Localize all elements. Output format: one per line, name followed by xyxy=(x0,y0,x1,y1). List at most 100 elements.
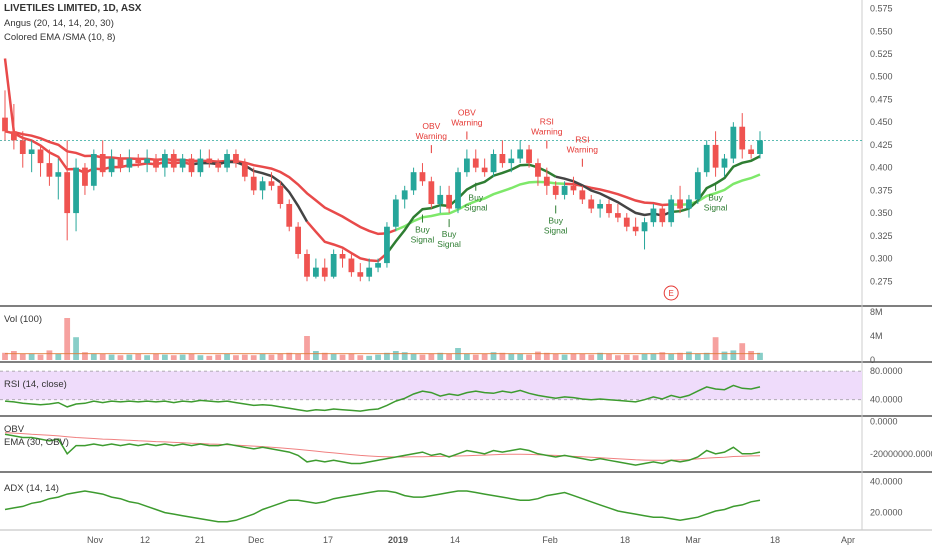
volume-bar xyxy=(632,355,639,360)
price-tick-label: 0.525 xyxy=(870,49,893,59)
candle-body xyxy=(597,204,604,209)
volume-bar xyxy=(561,354,568,360)
time-tick-label: 2019 xyxy=(388,535,408,545)
candle-body xyxy=(55,172,62,177)
candle-body xyxy=(588,199,595,209)
candle-body xyxy=(170,154,177,168)
earnings-marker-label: E xyxy=(669,289,674,298)
candle-body xyxy=(677,199,683,209)
candle-body xyxy=(197,158,204,173)
signal-label: Buy xyxy=(415,225,430,235)
candle-body xyxy=(330,254,337,277)
time-tick-label: Apr xyxy=(841,535,855,545)
volume-bar xyxy=(250,355,257,360)
volume-tick-label: 0 xyxy=(870,355,875,365)
candle-body xyxy=(428,181,435,204)
volume-bar xyxy=(606,354,612,360)
candle-body xyxy=(410,172,417,191)
price-tick-label: 0.350 xyxy=(870,208,893,218)
volume-bar xyxy=(712,337,719,360)
volume-bar xyxy=(55,354,62,360)
volume-bar xyxy=(357,355,364,360)
candle-body xyxy=(126,158,133,168)
volume-bar xyxy=(446,354,453,360)
price-tick-label: 0.400 xyxy=(870,163,893,173)
candle-body xyxy=(703,144,710,173)
volume-bar xyxy=(472,354,479,360)
signal-label: Warning xyxy=(416,131,448,141)
volume-bar xyxy=(543,352,550,360)
volume-bar xyxy=(366,355,373,360)
volume-bar xyxy=(570,353,577,360)
candle-body xyxy=(481,167,488,173)
signal-label: RSI xyxy=(575,135,589,145)
candle-body xyxy=(694,172,701,200)
candle-body xyxy=(712,144,719,168)
candle-body xyxy=(233,154,239,164)
volume-bar xyxy=(206,355,213,360)
candle-body xyxy=(384,226,390,264)
obv-tick-label: 0.0000 xyxy=(870,416,898,426)
earnings-marker xyxy=(663,285,679,301)
volume-bar xyxy=(108,354,115,360)
ema-fast-red-line xyxy=(306,220,388,263)
candle-body xyxy=(686,199,692,209)
volume-bar xyxy=(170,355,177,360)
candle-body xyxy=(37,149,44,164)
candle-body xyxy=(517,149,524,159)
candle-body xyxy=(277,185,284,204)
time-tick-label: Feb xyxy=(542,535,558,545)
price-tick-label: 0.475 xyxy=(870,94,893,104)
time-tick-label: 14 xyxy=(450,535,460,545)
volume-bar xyxy=(659,352,666,360)
candle-body xyxy=(543,176,550,186)
candle-body xyxy=(579,190,586,200)
candle-body xyxy=(153,158,159,168)
candle-body xyxy=(446,194,453,209)
signal-label: Signal xyxy=(411,235,435,245)
volume-bar xyxy=(312,351,319,360)
signal-label: Buy xyxy=(468,193,483,203)
signal-label: Signal xyxy=(437,239,461,249)
candle-body xyxy=(375,263,381,268)
candle-body xyxy=(463,158,470,173)
rsi-tick-label: 40.0000 xyxy=(870,395,903,405)
candle-body xyxy=(90,154,97,186)
candle-body xyxy=(215,163,222,168)
volume-bar xyxy=(508,353,515,360)
rsi-line xyxy=(4,384,761,412)
candle-body xyxy=(286,204,293,227)
volume-bar xyxy=(19,354,26,360)
candle-body xyxy=(2,117,8,132)
obv-tick-label: -20000000.0000 xyxy=(870,449,932,459)
volume-bar xyxy=(259,354,266,360)
time-tick-label: 17 xyxy=(323,535,333,545)
candle-body xyxy=(312,267,319,277)
volume-bar xyxy=(2,352,8,360)
volume-bar xyxy=(233,355,239,360)
volume-bar xyxy=(348,353,355,360)
volume-bar xyxy=(188,354,195,360)
candle-body xyxy=(108,158,115,173)
volume-pane-label: Vol (100) xyxy=(4,314,43,325)
adx-line xyxy=(4,490,761,523)
volume-bar xyxy=(463,353,470,360)
candle-body xyxy=(526,149,532,164)
indicator-ema-sma-label: Colored EMA /SMA (10, 8) xyxy=(4,32,116,43)
volume-bar xyxy=(535,351,541,360)
volume-bar xyxy=(82,352,88,360)
obv-pane-label: OBV xyxy=(4,424,25,435)
candle-body xyxy=(437,194,444,204)
price-tick-label: 0.500 xyxy=(870,72,893,82)
candle-body xyxy=(348,258,355,273)
volume-bar xyxy=(144,355,151,360)
candle-body xyxy=(721,158,728,168)
candle-body xyxy=(606,204,612,214)
volume-bar xyxy=(588,354,595,360)
candle-body xyxy=(73,167,79,214)
candle-body xyxy=(135,158,142,164)
time-tick-label: 12 xyxy=(140,535,150,545)
candle-body xyxy=(650,208,657,223)
volume-bar xyxy=(428,353,435,360)
